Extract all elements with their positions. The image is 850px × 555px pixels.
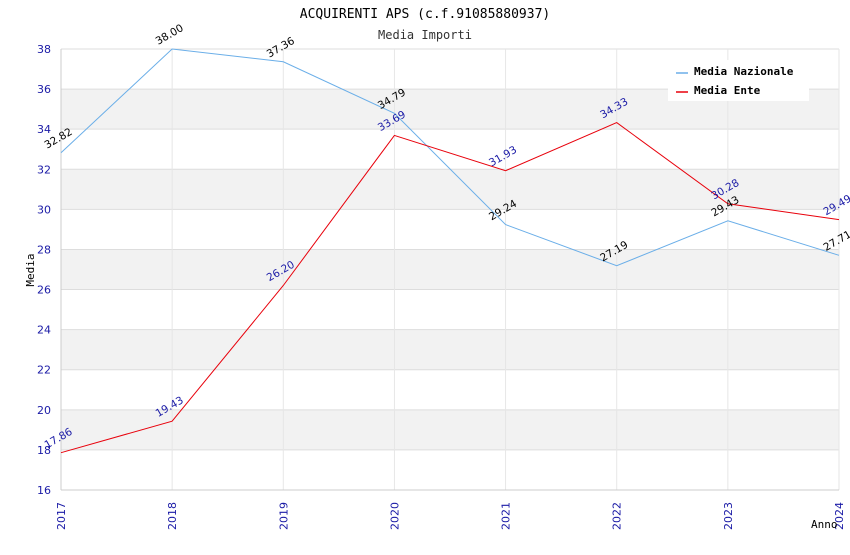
grid-band: [61, 249, 839, 289]
y-tick-label: 16: [37, 484, 51, 497]
data-label-media-nazionale: 37.36: [265, 35, 297, 61]
x-tick-label: 2019: [277, 502, 290, 530]
y-tick-label: 36: [37, 83, 51, 96]
x-tick-label: 2018: [166, 502, 179, 530]
x-tick-label: 2023: [722, 502, 735, 530]
chart-title: ACQUIRENTI APS (c.f.91085880937): [300, 7, 550, 22]
y-tick-label: 34: [37, 123, 51, 136]
legend-label-media-ente: Media Ente: [694, 84, 761, 97]
legend-label-media-nazionale: Media Nazionale: [694, 65, 794, 78]
y-tick-label: 26: [37, 284, 51, 297]
y-tick-label: 20: [37, 404, 51, 417]
x-tick-label: 2021: [500, 502, 513, 530]
y-tick-label: 32: [37, 163, 51, 176]
x-tick-label: 2022: [611, 502, 624, 530]
y-tick-label: 24: [37, 324, 51, 337]
x-tick-label: 2017: [55, 502, 68, 530]
x-axis-label: Anno: [811, 518, 838, 531]
y-tick-label: 38: [37, 43, 51, 56]
data-label-media-ente: 31.93: [487, 144, 519, 169]
y-tick-label: 28: [37, 243, 51, 256]
y-axis-label: Media: [24, 253, 37, 286]
data-label-media-nazionale: 38.00: [154, 22, 186, 47]
legend: Media Nazionale Media Ente: [668, 60, 809, 101]
x-tick-label: 2020: [388, 502, 401, 530]
y-tick-label: 30: [37, 203, 51, 216]
chart-subtitle: Media Importi: [378, 28, 472, 42]
grid-band: [61, 330, 839, 370]
y-tick-label: 22: [37, 364, 51, 377]
grid-band: [61, 410, 839, 450]
